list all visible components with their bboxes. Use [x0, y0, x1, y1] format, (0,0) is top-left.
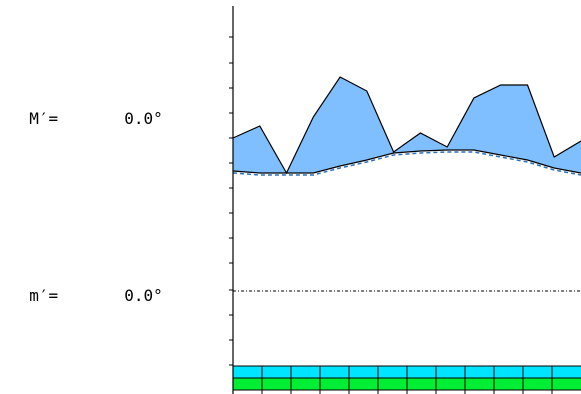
lower-series-dash — [232, 151, 581, 176]
lower-series-line — [232, 149, 581, 174]
axis-layer — [229, 6, 234, 394]
max-angle-readout: M′= 0.0° — [10, 90, 163, 128]
area-layer — [232, 76, 581, 176]
min-angle-readout: m′= 0.0° — [10, 267, 163, 305]
min-angle-label: m′= — [29, 286, 59, 305]
max-angle-label: M′= — [29, 109, 59, 128]
min-angle-value: 0.0° — [124, 286, 163, 305]
area-fill — [233, 77, 581, 173]
upper-series-line — [232, 76, 581, 175]
max-angle-value: 0.0° — [124, 109, 163, 128]
band-layer — [233, 365, 581, 394]
